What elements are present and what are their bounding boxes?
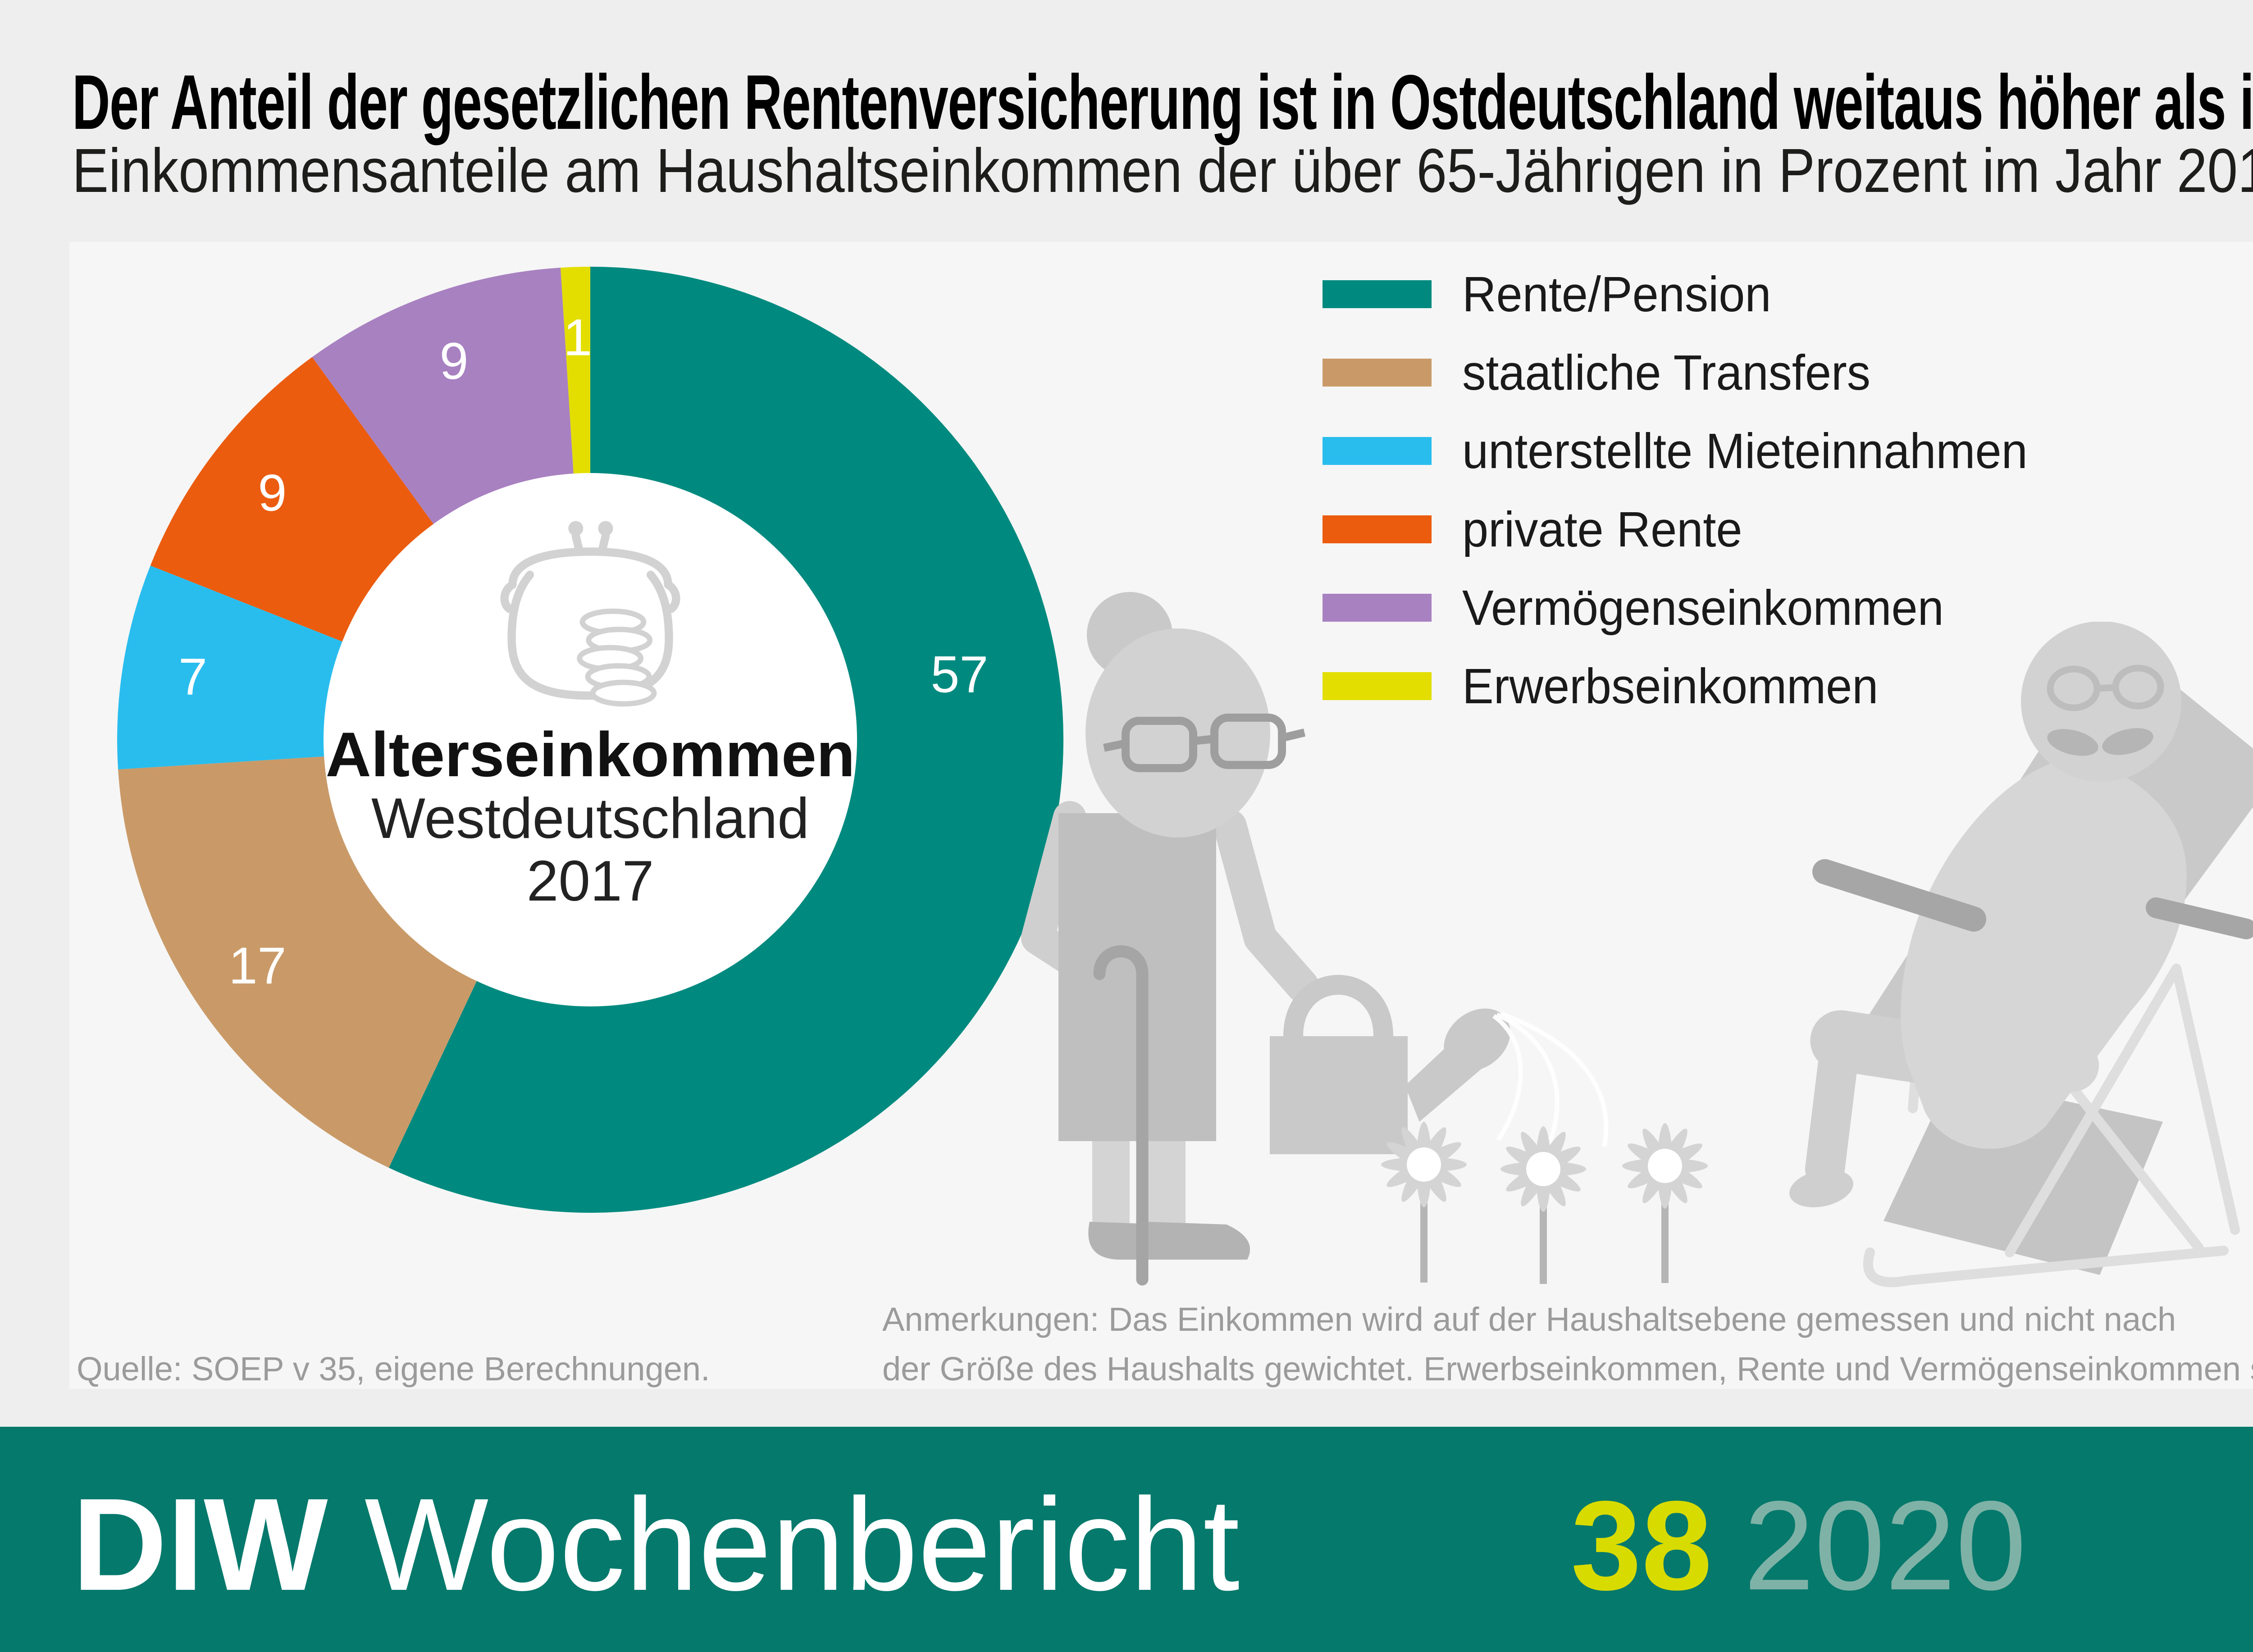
legend-label: staatliche Transfers	[1462, 345, 1871, 400]
woman-right-arm	[1213, 810, 1319, 1002]
donut-chart-west: 57 17 7 9 9 1	[117, 267, 1063, 1213]
legend-swatch	[1323, 437, 1432, 465]
legend-swatch	[1323, 515, 1432, 543]
slice-value-label: 17	[228, 937, 286, 995]
legend-item: staatliche Transfers	[1323, 333, 2057, 412]
legend-label: Erwerbseinkommen	[1462, 658, 1879, 714]
issue-year: 2020	[1743, 1475, 2027, 1616]
donut-hole	[324, 473, 857, 1006]
page-subtitle: Einkommensanteile am Haushaltseinkommen …	[72, 136, 2253, 205]
flowers-illustration	[1381, 1122, 1708, 1284]
woman-leg	[1092, 1141, 1130, 1227]
cane-icon	[1093, 945, 1149, 1286]
slice-value-label: 9	[258, 464, 287, 522]
deck-chair-man-illustration	[1789, 622, 2253, 1288]
issue-number: 38	[1571, 1475, 1712, 1616]
legend-item: Rente/Pension	[1323, 255, 2057, 333]
man-glasses-icon	[2047, 664, 2164, 711]
legend-item: Erwerbseinkommen	[1323, 647, 2057, 725]
donut-svg-west: 57 17 7 9 9 1	[117, 267, 1063, 1213]
armrest	[1812, 859, 1986, 932]
source-note: Quelle: SOEP v 35, eigene Berechnungen.	[77, 1350, 710, 1388]
legend-item: Vermögenseinkommen	[1323, 569, 2057, 647]
woman-leg	[1148, 1141, 1186, 1227]
man-mustache-icon	[2047, 728, 2153, 756]
legend-label: private Rente	[1462, 501, 1742, 557]
slice-value-label: 1	[563, 309, 592, 366]
woman-head	[1085, 628, 1270, 837]
page-title: Der Anteil der gesetzlichen Rentenversic…	[72, 59, 2253, 146]
elderly-woman-illustration	[1021, 592, 1708, 1286]
woman-shoe	[1146, 1222, 1250, 1260]
legend-item: unterstellte Mieteinnahmen	[1323, 412, 2057, 490]
publication-title-brand: DIW	[72, 1471, 328, 1618]
slice-value-label: 9	[440, 332, 469, 390]
slice-value-label: 7	[178, 648, 207, 705]
watering-can-icon	[1270, 975, 1510, 1154]
issue-block: 38 2020	[1571, 1482, 2026, 1609]
legend-swatch	[1323, 280, 1432, 308]
water-spray-icon	[1492, 1011, 1609, 1147]
annotation-line: Anmerkungen: Das Einkommen wird auf der …	[882, 1301, 2176, 1338]
man-hand	[2047, 1039, 2099, 1092]
legend: Rente/Pension staatliche Transfers unterst…	[1323, 255, 2057, 725]
armrest	[2146, 897, 2253, 939]
footer-bar	[0, 1427, 2253, 1652]
legend-label: Vermögenseinkommen	[1462, 580, 1944, 636]
publication-title: DIW Wochenbericht	[72, 1479, 1240, 1610]
woman-glasses-icon	[1103, 714, 1306, 772]
annotation-line: der Größe des Haushalts gewichtet. Erwer…	[882, 1350, 2253, 1388]
publication-title-name: Wochenbericht	[364, 1471, 1240, 1618]
legend-label: unterstellte Mieteinnahmen	[1462, 423, 2028, 479]
legend-swatch	[1323, 359, 1432, 387]
slice-value-label: 57	[930, 646, 988, 704]
annotation-note: Anmerkungen: Das Einkommen wird auf der …	[882, 1295, 2253, 1394]
legend-label: Rente/Pension	[1462, 266, 1771, 322]
man-arm	[2043, 797, 2118, 1068]
legend-item: private Rente	[1323, 490, 2057, 569]
legend-swatch	[1323, 594, 1432, 622]
legend-swatch	[1323, 672, 1432, 700]
